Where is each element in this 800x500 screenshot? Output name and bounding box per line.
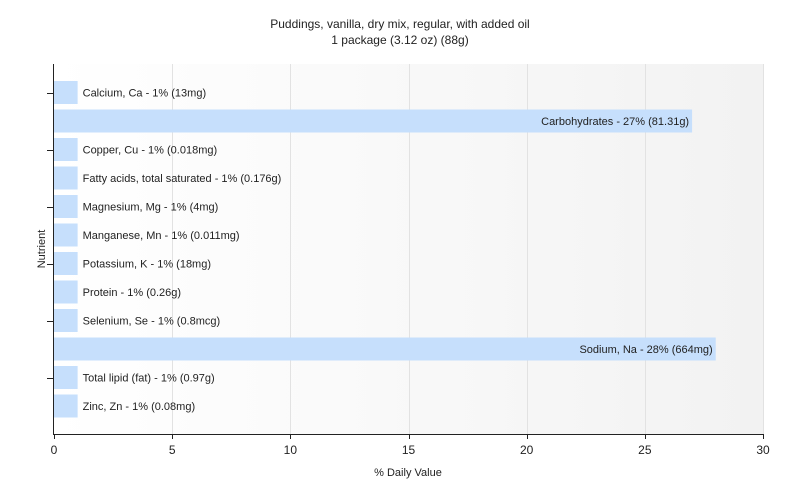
bar [54, 280, 78, 304]
bar-label: Calcium, Ca - 1% (13mg) [83, 88, 206, 100]
bar [54, 394, 78, 418]
bar-label: Potassium, K - 1% (18mg) [83, 259, 211, 271]
bar-label: Carbohydrates - 27% (81.31g) [541, 116, 689, 128]
chart-subtitle: 1 package (3.12 oz) (88g) [331, 33, 468, 47]
x-tick-label: 30 [756, 443, 770, 457]
bar [54, 309, 78, 332]
bar [54, 252, 78, 275]
x-tick-label: 20 [520, 443, 534, 457]
x-tick-label: 0 [51, 443, 58, 457]
bar-label: Magnesium, Mg - 1% (4mg) [83, 202, 219, 214]
bar-series: Calcium, Ca - 1% (13mg) Carbohydrates - 2… [54, 81, 716, 418]
bar-label: Zinc, Zn - 1% (0.08mg) [83, 401, 195, 413]
bar-label: Copper, Cu - 1% (0.018mg) [83, 145, 218, 157]
y-axis-label: Nutrient [36, 230, 48, 269]
chart-title: Puddings, vanilla, dry mix, regular, wit… [270, 17, 529, 31]
bar-label: Protein - 1% (0.26g) [83, 287, 181, 299]
bar [54, 166, 78, 190]
x-tick-label: 10 [284, 443, 298, 457]
bar [54, 223, 78, 247]
bar-label: Sodium, Na - 28% (664mg) [579, 344, 712, 356]
axes: 0 5 10 15 20 25 30 [47, 64, 770, 457]
bar-label: Selenium, Se - 1% (0.8mcg) [83, 316, 221, 328]
bar [54, 366, 78, 389]
bar [54, 81, 78, 104]
bar [54, 337, 716, 361]
bar-label: Manganese, Mn - 1% (0.011mg) [83, 230, 240, 242]
bar-label: Fatty acids, total saturated - 1% (0.176… [83, 173, 282, 185]
bar [54, 138, 78, 161]
x-tick-label: 25 [638, 443, 652, 457]
x-tick-label: 5 [169, 443, 176, 457]
x-axis-label: % Daily Value [374, 467, 442, 479]
bar [54, 109, 693, 133]
x-tick-label: 15 [402, 443, 416, 457]
bar-label: Total lipid (fat) - 1% (0.97g) [83, 373, 215, 385]
bar [54, 195, 78, 218]
